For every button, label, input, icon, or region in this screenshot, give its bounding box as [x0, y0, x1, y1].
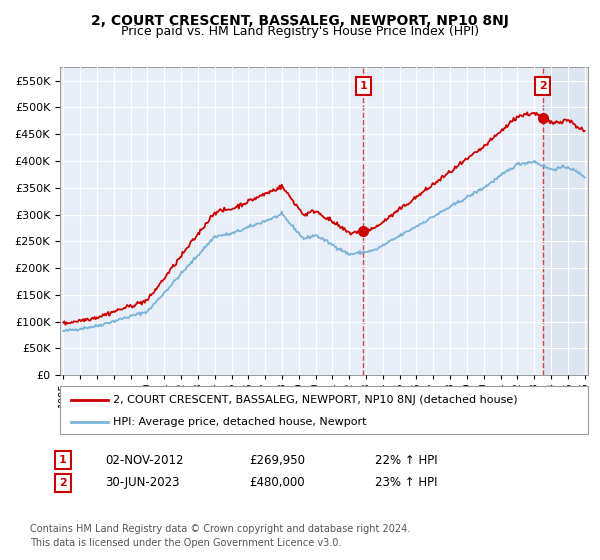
- Text: 22% ↑ HPI: 22% ↑ HPI: [375, 454, 437, 467]
- Text: This data is licensed under the Open Government Licence v3.0.: This data is licensed under the Open Gov…: [30, 538, 341, 548]
- Text: 2: 2: [539, 81, 547, 91]
- Text: 2: 2: [59, 478, 67, 488]
- FancyBboxPatch shape: [60, 386, 588, 434]
- Text: Contains HM Land Registry data © Crown copyright and database right 2024.: Contains HM Land Registry data © Crown c…: [30, 524, 410, 534]
- Text: £480,000: £480,000: [249, 476, 305, 489]
- Bar: [542, 67, 600, 375]
- Text: HPI: Average price, detached house, Newport: HPI: Average price, detached house, Newp…: [113, 417, 366, 427]
- Text: 2, COURT CRESCENT, BASSALEG, NEWPORT, NP10 8NJ (detached house): 2, COURT CRESCENT, BASSALEG, NEWPORT, NP…: [113, 395, 517, 405]
- Text: 30-JUN-2023: 30-JUN-2023: [105, 476, 179, 489]
- Text: 1: 1: [359, 81, 367, 91]
- Text: 2, COURT CRESCENT, BASSALEG, NEWPORT, NP10 8NJ: 2, COURT CRESCENT, BASSALEG, NEWPORT, NP…: [91, 14, 509, 28]
- Text: 02-NOV-2012: 02-NOV-2012: [105, 454, 184, 467]
- Text: 1: 1: [59, 455, 67, 465]
- Text: Price paid vs. HM Land Registry's House Price Index (HPI): Price paid vs. HM Land Registry's House …: [121, 25, 479, 38]
- Text: 23% ↑ HPI: 23% ↑ HPI: [375, 476, 437, 489]
- Text: £269,950: £269,950: [249, 454, 305, 467]
